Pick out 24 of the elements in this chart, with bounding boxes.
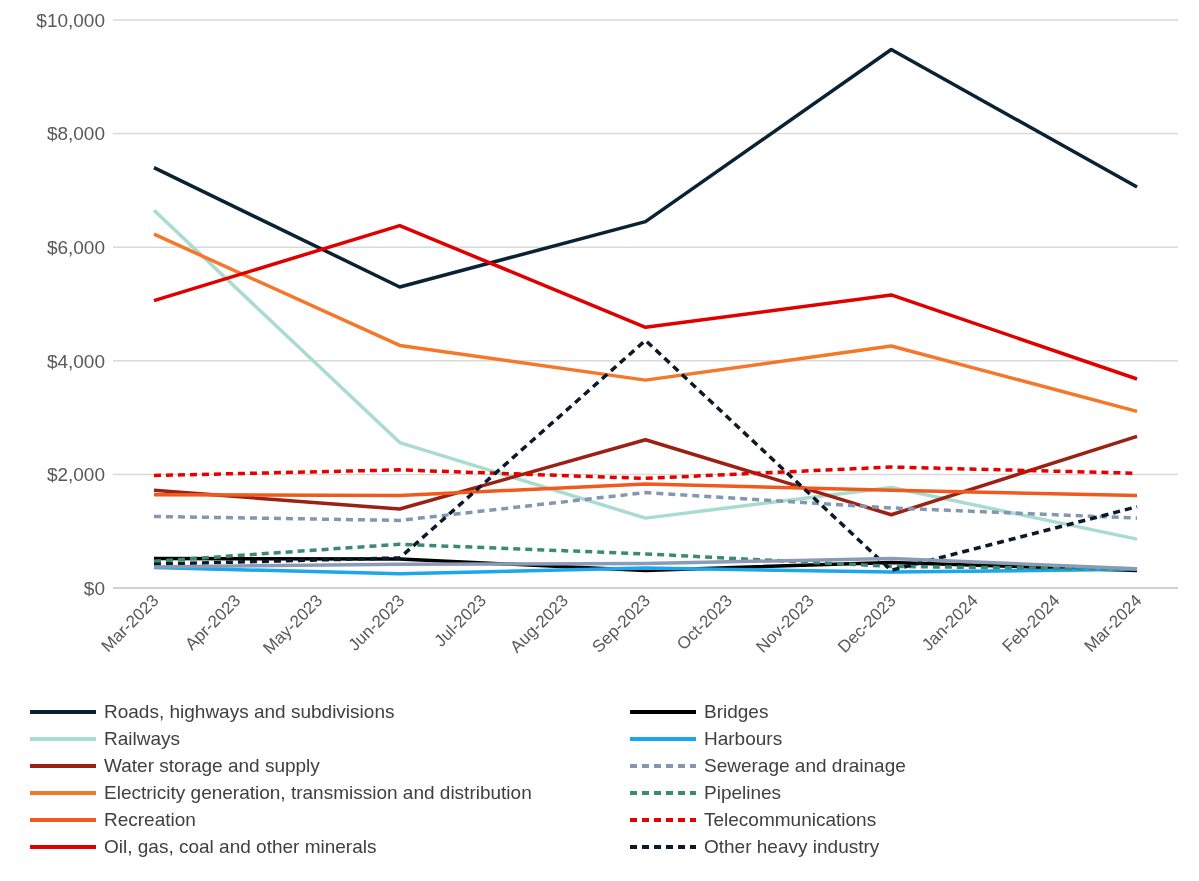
line-series xyxy=(152,47,1139,289)
line-series xyxy=(152,223,1139,381)
y-tick-label: $10,000 xyxy=(36,9,105,31)
y-tick-label: $4,000 xyxy=(46,350,105,372)
legend-label: Telecommunications xyxy=(704,808,877,831)
y-tick-label: $0 xyxy=(83,577,105,599)
legend-label: Sewerage and drainage xyxy=(704,754,906,777)
legend-label: Other heavy industry xyxy=(704,835,880,858)
legend-label: Roads, highways and subdivisions xyxy=(104,700,395,723)
legend-label: Pipelines xyxy=(704,781,782,804)
legend-label: Recreation xyxy=(104,808,196,831)
legend-label: Railways xyxy=(104,727,181,750)
line-series xyxy=(152,482,1139,498)
line-series xyxy=(152,232,1139,414)
legend-label: Bridges xyxy=(704,700,769,723)
legend-label: Harbours xyxy=(704,727,783,750)
y-tick-label: $8,000 xyxy=(46,123,105,145)
line-series xyxy=(152,490,1139,523)
y-tick-label: $6,000 xyxy=(46,236,105,258)
legend-label: Oil, gas, coal and other minerals xyxy=(104,835,377,858)
legend-label: Electricity generation, transmission and distribution xyxy=(104,781,532,804)
y-tick-label: $2,000 xyxy=(46,464,105,486)
legend-label: Water storage and supply xyxy=(104,754,320,777)
line-series xyxy=(152,338,1139,573)
